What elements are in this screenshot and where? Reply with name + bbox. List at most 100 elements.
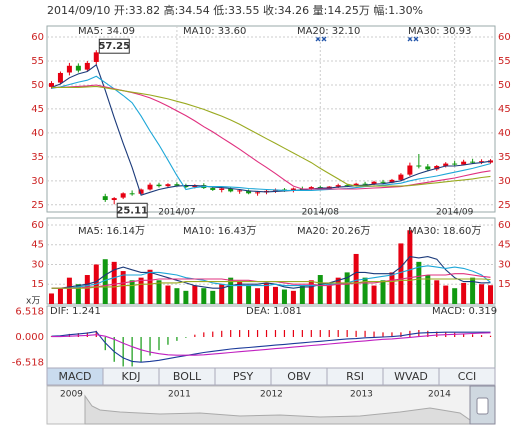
legend-label: DIF: 1.241 (50, 306, 101, 317)
volume-bar (120, 271, 126, 304)
volume-bar (102, 259, 108, 304)
candle-body (75, 65, 81, 71)
legend-label: MACD: 0.319 (432, 306, 497, 317)
legend-label: MA30: 18.60万 (408, 226, 481, 237)
volume-bar (290, 290, 296, 304)
volume-bar (479, 284, 485, 304)
line (51, 331, 491, 363)
navigator-label: 2011 (168, 390, 191, 400)
candle-body (416, 165, 422, 167)
candle-body (443, 163, 449, 166)
volume-bar (264, 282, 270, 304)
volume-bar (255, 288, 261, 304)
y-tick-label: 40 (31, 128, 44, 139)
volume-bar (389, 272, 395, 304)
y-tick-label: 35 (31, 152, 44, 163)
candle-body (147, 184, 153, 190)
y-tick-label-right: 60 (498, 220, 511, 231)
x-tick-label: 2014/09 (436, 208, 474, 218)
y-tick-label-right: 35 (498, 152, 511, 163)
tab-label[interactable]: CCI (458, 370, 477, 383)
candle-body (237, 190, 243, 192)
candle-body (183, 185, 189, 188)
line (51, 332, 491, 356)
candle-body (156, 184, 162, 187)
volume-bar (281, 289, 287, 304)
line (51, 75, 491, 191)
y-tick-label: 0.000 (15, 332, 44, 343)
candle-body (111, 198, 117, 201)
volume-bar (156, 280, 162, 304)
volume-bar (299, 285, 305, 304)
volume-bar (174, 288, 180, 304)
y-tick-label: 30 (31, 176, 44, 187)
volume-bar (308, 280, 314, 304)
candle-body (48, 83, 54, 87)
candle-body (335, 185, 341, 187)
y-tick-label-right: 55 (498, 56, 511, 67)
y-tick-label: 30 (31, 259, 44, 270)
tab-label[interactable]: RSI (346, 370, 364, 383)
unit-label: x万 (26, 297, 40, 307)
y-tick-label-right: 40 (498, 128, 511, 139)
volume-bar (317, 275, 323, 304)
legend-label: MA5: 34.09 (78, 26, 135, 37)
y-tick-label: 55 (31, 56, 44, 67)
candle-body (228, 188, 234, 192)
line (51, 256, 491, 289)
volume-panel (46, 217, 496, 305)
tab-label[interactable]: OBV (287, 370, 311, 383)
volume-bar (75, 284, 81, 304)
legend-label: MA10: 33.60 (183, 26, 246, 37)
tab-label[interactable]: WVAD (394, 370, 428, 383)
line (51, 85, 491, 187)
candle-body (353, 183, 359, 186)
candle-body (255, 192, 261, 194)
y-tick-label: 50 (31, 80, 44, 91)
candle-body (120, 193, 126, 198)
volume-bar (246, 285, 252, 304)
tab-label[interactable]: MACD (59, 370, 92, 383)
tab-label[interactable]: PSY (233, 370, 254, 383)
y-tick-label-right: 15 (498, 279, 511, 290)
volume-bar (272, 286, 278, 304)
tab-label[interactable]: KDJ (122, 370, 141, 383)
annotation-box (116, 202, 148, 218)
volume-bar (344, 272, 350, 304)
legend-label: MA20: 32.10 (297, 26, 360, 37)
tab-label[interactable]: BOLL (173, 370, 202, 383)
indicator-tabs: MACD KDJ BOLL PSY OBV RSI WVAD CCI (46, 367, 496, 386)
navigator-label: 2013 (350, 390, 373, 400)
volume-bar (201, 288, 207, 304)
volume-bar (183, 290, 189, 304)
volume-bar (461, 282, 467, 304)
volume-bar (192, 285, 198, 304)
volume-bar (219, 284, 225, 304)
line (51, 63, 491, 196)
volume-bar (434, 280, 440, 304)
volume-bar (335, 277, 341, 304)
y-tick-label: 45 (31, 240, 44, 251)
navigator-label: 2012 (260, 390, 283, 400)
candle-body (93, 52, 99, 62)
volume-bar (362, 277, 368, 304)
candle-body (389, 179, 395, 183)
y-tick-label: 60 (31, 220, 44, 231)
volume-bar (66, 277, 72, 304)
volume-bar (138, 277, 144, 304)
x-tick-label: 2014/07 (158, 208, 195, 218)
candle-body (84, 62, 90, 70)
x-tick-label: 2014/08 (302, 208, 340, 218)
y-tick-label-right: 30 (498, 176, 511, 187)
legend-label: MA5: 16.14万 (78, 226, 145, 237)
annotation-box (98, 38, 130, 54)
candle-body (219, 188, 225, 190)
tab[interactable] (438, 367, 496, 386)
volume-bar (425, 275, 431, 304)
y-tick-label: 15 (31, 279, 44, 290)
candle-body (452, 163, 458, 165)
candle-body (479, 161, 485, 163)
candle-body (407, 165, 413, 175)
volume-bar (326, 282, 332, 304)
